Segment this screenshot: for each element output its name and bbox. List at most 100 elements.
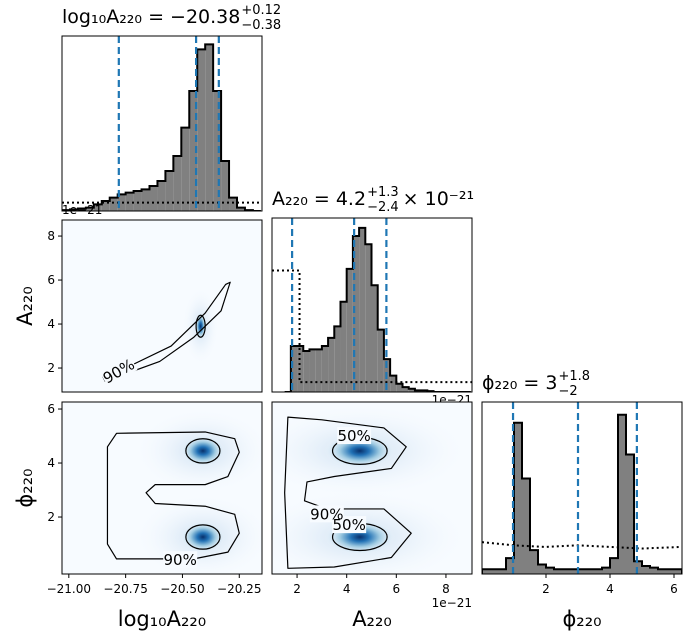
hist-bar <box>546 567 554 574</box>
y-axis-label: ϕ₂₂₀ <box>13 468 37 507</box>
hist-bar <box>85 207 94 211</box>
y-tick-label: 8 <box>47 229 55 243</box>
hist-bar <box>133 191 142 211</box>
y-tick-label: 4 <box>47 317 55 331</box>
x-tick-label: −20.75 <box>103 582 147 596</box>
panel-plot <box>62 36 262 211</box>
hist-bar <box>506 558 514 574</box>
y-tick-label: 4 <box>47 456 55 470</box>
hist-bar <box>109 197 118 211</box>
x-tick-label: −20.50 <box>160 582 204 596</box>
hist-bar <box>309 349 316 392</box>
contour-label-bg <box>332 516 367 534</box>
hist-bar <box>594 569 602 574</box>
hist-bar <box>402 387 409 392</box>
y-tick-label: 2 <box>47 361 55 375</box>
hist-bar <box>371 285 378 392</box>
title-plus: +1.3 <box>367 185 399 200</box>
hist-bar <box>346 268 353 392</box>
hist-outline <box>482 413 682 574</box>
hist-bar <box>141 189 150 211</box>
title-plus: +1.8 <box>558 369 590 384</box>
hist-outline <box>62 43 261 211</box>
prior-line <box>272 269 472 384</box>
contour-label: 50% <box>337 427 370 445</box>
x-offset-text: 1e−21 <box>432 596 472 610</box>
title-minus: −2.4 <box>367 200 399 215</box>
contour-label: 50% <box>332 516 365 534</box>
x-tick-label: 6 <box>670 582 678 596</box>
hist-bar <box>408 388 415 392</box>
panel-frame <box>61 219 263 393</box>
hist-bar <box>303 350 310 392</box>
title-minus: −2 <box>558 384 577 399</box>
hist-bar <box>498 569 506 574</box>
y-axis-label: A₂₂₀ <box>13 286 37 326</box>
hist-bar <box>290 346 298 392</box>
hist-bar <box>197 49 206 211</box>
y-offset-text: 1e−21 <box>62 203 102 217</box>
hist-bar <box>666 569 674 574</box>
panel-frame <box>271 401 473 575</box>
hist-bar <box>334 326 341 392</box>
hist-bar <box>93 204 102 211</box>
panel-frame <box>61 401 263 575</box>
hist-bar <box>173 156 182 211</box>
hist-bar <box>602 567 610 574</box>
y-tick-label: 6 <box>47 273 55 287</box>
hist-bar <box>205 44 214 211</box>
x-axis-label: ϕ₂₂₀ <box>562 607 601 631</box>
contour-label-bg <box>337 427 372 445</box>
contour-90 <box>106 431 240 560</box>
x-axis-label: log₁₀A₂₂₀ <box>118 607 206 631</box>
panel-plot <box>272 402 472 574</box>
hist-bar <box>578 569 586 574</box>
hist-bar <box>618 414 626 574</box>
contour-90 <box>284 416 412 569</box>
hist-bar <box>125 192 134 211</box>
title-minus: −0.38 <box>241 18 281 33</box>
density-peak <box>180 521 226 553</box>
x-tick-label: 8 <box>442 582 450 596</box>
hist-bar <box>377 329 384 392</box>
x-tick-label: 2 <box>542 582 550 596</box>
hist-bar <box>658 569 666 574</box>
title: A₂₂₀ = 4.2 <box>272 188 366 210</box>
x-tick-label: 6 <box>392 582 400 596</box>
hist-bar <box>157 181 166 211</box>
hist-bar <box>490 569 498 574</box>
panel-frame <box>481 401 683 575</box>
hist-bar <box>650 567 658 574</box>
hist-bar <box>530 550 538 574</box>
y-tick-label: 6 <box>47 402 55 416</box>
hist-bar <box>237 207 245 211</box>
panel-frame <box>271 217 473 393</box>
contour-label-bg <box>163 551 198 569</box>
contour-50 <box>185 524 221 550</box>
density-peak <box>180 435 226 467</box>
hist-outline <box>284 226 471 392</box>
hist-bar <box>189 91 198 211</box>
hist-bar <box>149 186 158 211</box>
panel-plot <box>482 402 682 574</box>
title: ϕ₂₂₀ = 3 <box>482 372 557 394</box>
hist-bar <box>365 244 372 392</box>
panel-frame <box>61 35 263 212</box>
hist-bar <box>514 422 522 574</box>
panel-plot <box>272 218 472 392</box>
hist-bar <box>229 197 237 211</box>
hist-bar <box>642 566 650 574</box>
hist-bar <box>340 301 347 392</box>
panel-plot <box>62 220 262 392</box>
hist-bar <box>101 201 110 211</box>
hist-bar <box>352 236 360 392</box>
hist-bar <box>221 161 230 211</box>
x-tick-label: −20.25 <box>217 582 261 596</box>
hist-bar <box>674 569 682 574</box>
title-suffix: × 10⁻²¹ <box>403 188 474 210</box>
hist-bar <box>522 478 530 574</box>
hist-bar <box>359 227 366 392</box>
contour-label-bg <box>99 355 138 387</box>
hist-bar <box>328 337 335 392</box>
hist-bar <box>396 383 403 392</box>
